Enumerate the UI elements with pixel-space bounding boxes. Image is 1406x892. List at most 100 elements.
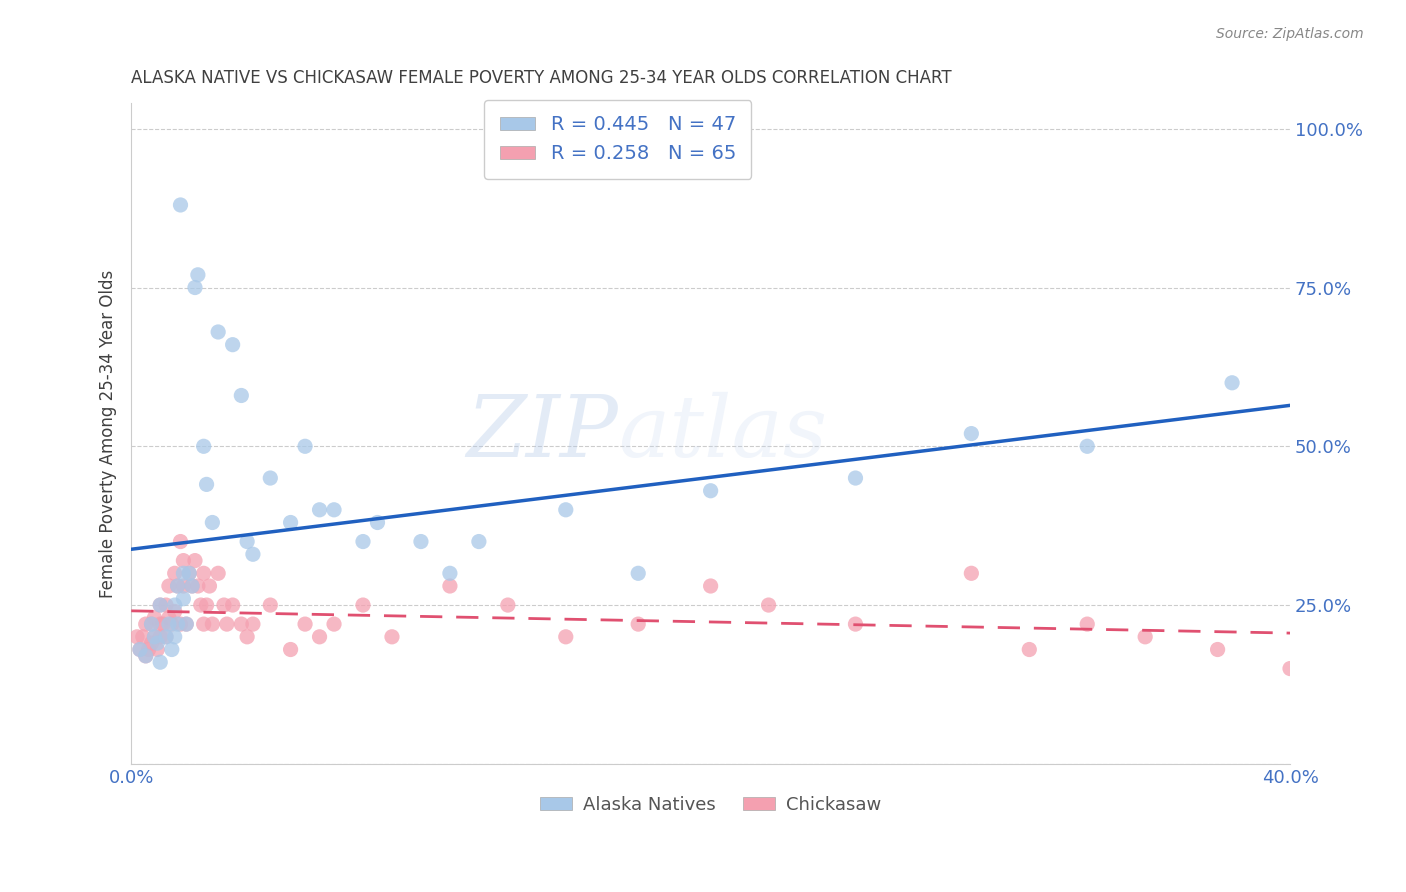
Point <box>221 598 243 612</box>
Point <box>259 471 281 485</box>
Point <box>308 630 330 644</box>
Point <box>439 579 461 593</box>
Point <box>201 617 224 632</box>
Point <box>155 630 177 644</box>
Point <box>960 566 983 581</box>
Point <box>160 617 183 632</box>
Point <box>187 579 209 593</box>
Point <box>163 598 186 612</box>
Point <box>132 630 155 644</box>
Point <box>195 598 218 612</box>
Point <box>163 566 186 581</box>
Point <box>190 598 212 612</box>
Point <box>627 617 650 632</box>
Point <box>166 579 188 593</box>
Point <box>323 617 346 632</box>
Legend: Alaska Natives, Chickasaw: Alaska Natives, Chickasaw <box>533 789 889 821</box>
Y-axis label: Female Poverty Among 25-34 Year Olds: Female Poverty Among 25-34 Year Olds <box>100 269 117 598</box>
Point <box>160 642 183 657</box>
Point <box>141 636 163 650</box>
Point <box>699 483 721 498</box>
Point <box>184 280 207 294</box>
Point <box>157 617 180 632</box>
Point <box>179 566 201 581</box>
Point <box>125 630 148 644</box>
Point <box>146 636 169 650</box>
Point <box>172 579 194 593</box>
Point <box>195 477 218 491</box>
Point <box>1279 662 1302 676</box>
Point <box>1076 439 1098 453</box>
Point <box>193 439 215 453</box>
Point <box>242 547 264 561</box>
Point <box>181 579 204 593</box>
Text: ZIP: ZIP <box>465 392 617 475</box>
Point <box>138 642 160 657</box>
Point <box>135 648 157 663</box>
Point <box>242 617 264 632</box>
Point <box>259 598 281 612</box>
Point <box>129 642 152 657</box>
Point <box>169 617 191 632</box>
Point <box>172 553 194 567</box>
Point <box>146 642 169 657</box>
Point <box>169 198 191 212</box>
Point <box>149 598 172 612</box>
Point <box>366 516 388 530</box>
Point <box>554 630 576 644</box>
Point <box>699 579 721 593</box>
Point <box>1220 376 1243 390</box>
Point <box>166 579 188 593</box>
Point <box>193 617 215 632</box>
Point <box>174 617 197 632</box>
Point <box>135 617 157 632</box>
Point <box>236 534 259 549</box>
Point <box>280 516 302 530</box>
Point <box>181 579 204 593</box>
Point <box>152 617 174 632</box>
Point <box>135 648 157 663</box>
Text: ALASKA NATIVE VS CHICKASAW FEMALE POVERTY AMONG 25-34 YEAR OLDS CORRELATION CHAR: ALASKA NATIVE VS CHICKASAW FEMALE POVERT… <box>131 69 952 87</box>
Point <box>409 534 432 549</box>
Point <box>169 534 191 549</box>
Point <box>496 598 519 612</box>
Point <box>163 604 186 618</box>
Point <box>172 566 194 581</box>
Point <box>844 471 866 485</box>
Point <box>212 598 235 612</box>
Point <box>1206 642 1229 657</box>
Point <box>627 566 650 581</box>
Point <box>439 566 461 581</box>
Point <box>231 388 253 402</box>
Point <box>201 516 224 530</box>
Point <box>758 598 780 612</box>
Point <box>221 337 243 351</box>
Point <box>280 642 302 657</box>
Point <box>308 503 330 517</box>
Text: Source: ZipAtlas.com: Source: ZipAtlas.com <box>1216 27 1364 41</box>
Point <box>172 591 194 606</box>
Point <box>141 617 163 632</box>
Point <box>960 426 983 441</box>
Point <box>184 553 207 567</box>
Point <box>141 617 163 632</box>
Point <box>198 579 221 593</box>
Point <box>149 630 172 644</box>
Point <box>155 598 177 612</box>
Point <box>143 630 166 644</box>
Point <box>236 630 259 644</box>
Point <box>149 617 172 632</box>
Point <box>352 598 374 612</box>
Point <box>323 503 346 517</box>
Point <box>468 534 491 549</box>
Point <box>1076 617 1098 632</box>
Point <box>143 611 166 625</box>
Point <box>193 566 215 581</box>
Text: atlas: atlas <box>617 392 827 475</box>
Point <box>149 598 172 612</box>
Point <box>1133 630 1156 644</box>
Point <box>187 268 209 282</box>
Point <box>381 630 404 644</box>
Point <box>1018 642 1040 657</box>
Point <box>294 439 316 453</box>
